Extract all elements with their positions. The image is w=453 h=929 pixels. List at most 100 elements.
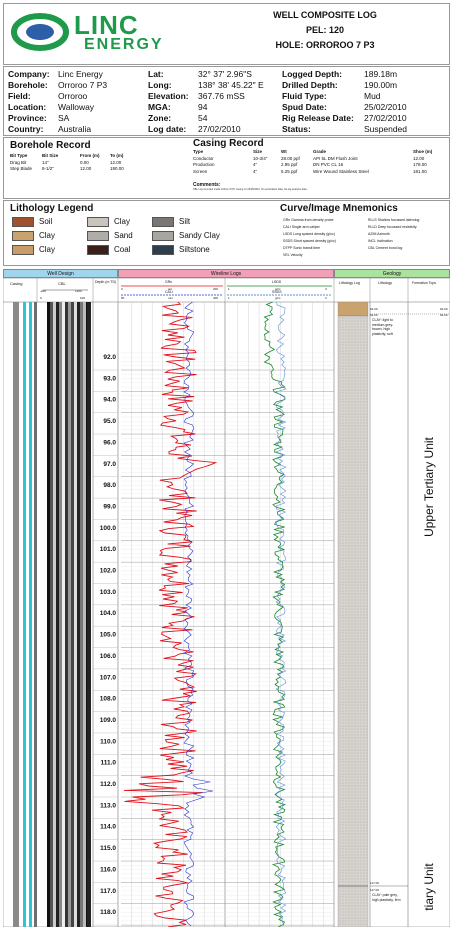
- mnemonic-item: CBL Cement bond log: [368, 246, 403, 250]
- legend-swatch: [152, 245, 174, 255]
- table-cell: 0.00: [80, 159, 89, 165]
- lithology-legend-items: Soil Clay Clay Clay Sand Coal Silt Sandy Clay Si…: [12, 217, 272, 263]
- cbl-col-label: CBL: [58, 281, 66, 286]
- records-frame: [3, 137, 450, 199]
- info-key: Logged Depth:: [282, 69, 342, 79]
- cbl-edge: [87, 302, 91, 927]
- info-value: 27/02/2010: [198, 124, 241, 134]
- table-cell: 4": [253, 168, 258, 174]
- info-value: Orroroo: [58, 91, 88, 101]
- gr-left: 0: [121, 287, 123, 291]
- casing-record-table: Type Size Wt Grade Shoe (m) Conductor 10-3/4" 2…: [193, 149, 448, 175]
- ssds-right: 3: [325, 296, 327, 300]
- info-row: Spud Date: 25/02/2010: [282, 102, 407, 112]
- info-key: Elevation:: [148, 91, 189, 101]
- depth-label: 112.0: [100, 781, 116, 788]
- lith-log-label: Lithology Log: [339, 281, 360, 285]
- info-row: Borehole: Orroroo 7 P3: [8, 80, 107, 90]
- cbl-image-strip: [83, 302, 86, 927]
- casing-cyan-bar-2: [29, 302, 32, 927]
- table-cell: From (m): [80, 153, 100, 158]
- depth-label: 104.0: [100, 610, 117, 617]
- lsds-curve: [263, 302, 287, 927]
- info-key: Company:: [8, 69, 50, 79]
- table-row: Step Blade 8-1/2" 12.00 190.00: [10, 166, 180, 173]
- table-header-row: Bit Type Bit Size From (m) To (m): [10, 153, 180, 160]
- table-cell: Drag Bit: [10, 159, 27, 165]
- info-key: Borehole:: [8, 80, 48, 90]
- legend-frame: [3, 200, 450, 266]
- info-row: Fluid Type: Mud: [282, 91, 381, 101]
- track-header-wireline-label: Wireline Logs: [210, 271, 242, 277]
- mnemonics-col1: GRn Gamma from density probe CALI Single …: [283, 217, 368, 259]
- table-header-row: Type Size Wt Grade Shoe (m): [193, 149, 448, 156]
- table-cell: 12.00: [413, 155, 425, 161]
- table-cell: 5.25 ppf: [281, 168, 298, 174]
- info-key: Zone:: [148, 113, 172, 123]
- table-row: Production 4" 2.95 ppf DN PVC CL 16 178.00: [193, 162, 448, 169]
- geology-desc2: CLAY: pale grey, high plasticity, firm: [372, 893, 401, 902]
- table-cell: Wt: [281, 149, 287, 154]
- table-cell: DN PVC CL 16: [313, 162, 344, 167]
- track-header-geology: Geology: [334, 269, 450, 278]
- logo-graphic: [11, 13, 69, 51]
- cbl-image-strip: [65, 302, 68, 927]
- table-cell: API 5L DM Flush Joint: [313, 155, 358, 161]
- gr-curve: [123, 302, 218, 927]
- table-cell: 178.00: [413, 162, 427, 167]
- depth-label: 96.0: [103, 439, 116, 446]
- depth-label: 116.0: [100, 866, 116, 873]
- table-cell: Screen: [193, 168, 208, 174]
- cali-label: CALI: [165, 290, 173, 294]
- table-cell: Wire Wound Stainless Steel: [313, 168, 369, 174]
- cbl-right-a: 1200: [75, 289, 82, 293]
- geology-desc1: CLAY: light to medium grey-brown, high p…: [372, 318, 394, 336]
- legend-swatch: [87, 217, 109, 227]
- legend-swatch: [152, 217, 174, 227]
- ssds-left: 1: [228, 296, 230, 300]
- info-value: Suspended: [364, 124, 408, 134]
- ssds-label: SSDS: [272, 290, 282, 294]
- depth-label: 103.0: [100, 589, 117, 596]
- mnemonic-item: RLLS Shallow focussed laterolog: [368, 218, 420, 222]
- cbl-image-strip: [53, 302, 56, 927]
- geology-right-top2: 92.00: [440, 313, 448, 317]
- depth-label: 110.0: [100, 738, 116, 745]
- formation-label: Formation Tops: [412, 281, 437, 285]
- table-cell: 10-3/4": [253, 155, 268, 161]
- logo-text-bottom: ENERGY: [84, 36, 164, 53]
- info-value: 138° 38' 45.22" E: [198, 80, 264, 90]
- cali-unit: mm: [168, 296, 173, 300]
- info-value: Orroroo 7 P3: [58, 80, 108, 90]
- gr-right: 200: [213, 287, 219, 291]
- lsds-unit: g/cc: [275, 287, 281, 291]
- info-row: Location: Walloway: [8, 102, 94, 112]
- cali-left: 50: [121, 296, 125, 300]
- table-cell: To (m): [110, 153, 124, 158]
- depth-label: 107.0: [100, 674, 117, 681]
- info-key: Province:: [8, 113, 47, 123]
- info-key: Field:: [8, 91, 31, 101]
- mnemonic-item: INCL Inclination: [368, 239, 393, 243]
- legend-swatch: [12, 245, 34, 255]
- hole-name: HOLE: ORROROO 7 P3: [275, 40, 375, 50]
- depth-label: 94.0: [103, 397, 116, 404]
- depth-label: 92.0: [103, 354, 116, 361]
- table-row: Conductor 10-3/4" 28.00 ppf API 5L DM Flush…: [193, 156, 448, 163]
- table-cell: Bit Size: [42, 153, 59, 158]
- depth-label: 118.0: [100, 909, 116, 916]
- legend-label: Coal: [114, 245, 131, 254]
- depth-label: 95.0: [103, 418, 116, 425]
- table-cell: 8-1/2": [42, 166, 54, 171]
- legend-label: Clay: [114, 217, 131, 226]
- legend-label: Sandy Clay: [179, 231, 220, 240]
- info-value: Linc Energy: [58, 69, 103, 79]
- table-cell: Production: [193, 162, 215, 167]
- info-key: Log date:: [148, 124, 187, 134]
- depth-label: 114.0: [100, 824, 116, 831]
- depth-label: 106.0: [100, 653, 117, 660]
- geology-top2: 117.00: [370, 881, 379, 885]
- info-frame: [3, 66, 450, 136]
- legend-swatch: [12, 231, 34, 241]
- info-row: Province: SA: [8, 113, 69, 123]
